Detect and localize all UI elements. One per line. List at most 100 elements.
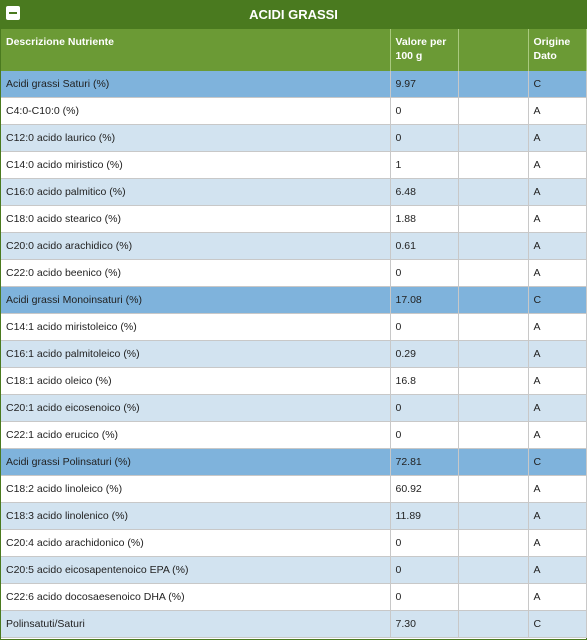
empty-cell [458, 583, 529, 611]
header-value-line2: 100 g [395, 50, 423, 62]
nutrient-name-cell: Acidi grassi Monoinsaturi (%) [1, 286, 391, 314]
nutrient-name-cell: C20:4 acido arachidonico (%) [1, 529, 391, 557]
value-cell: 17.08 [390, 286, 459, 314]
origin-cell: A [528, 340, 587, 368]
table-header-row: Descrizione Nutriente Valore per 100 g Or… [1, 29, 587, 71]
header-origin-line1: Origine [533, 36, 571, 48]
panel-title: ACIDI GRASSI [249, 7, 338, 22]
origin-cell: A [528, 124, 587, 152]
table-row: C20:1 acido eicosenoico (%) 0 A [1, 394, 587, 422]
header-description: Descrizione Nutriente [1, 29, 391, 71]
header-empty [458, 29, 529, 71]
origin-cell: A [528, 313, 587, 341]
table-row: C18:3 acido linolenico (%) 11.89 A [1, 502, 587, 530]
empty-cell [458, 178, 529, 206]
empty-cell [458, 529, 529, 557]
value-cell: 0 [390, 259, 459, 287]
origin-cell: A [528, 151, 587, 179]
nutrient-name-cell: C16:0 acido palmitico (%) [1, 178, 391, 206]
origin-cell: A [528, 394, 587, 422]
value-cell: 72.81 [390, 448, 459, 476]
empty-cell [458, 340, 529, 368]
nutrient-name-cell: Acidi grassi Polinsaturi (%) [1, 448, 391, 476]
empty-cell [458, 97, 529, 125]
empty-cell [458, 394, 529, 422]
origin-cell: A [528, 421, 587, 449]
nutrient-name-cell: C12:0 acido laurico (%) [1, 124, 391, 152]
table-row: Acidi grassi Saturi (%) 9.97 C [1, 71, 587, 98]
empty-cell [458, 71, 529, 98]
value-cell: 7.30 [390, 610, 459, 638]
origin-cell: A [528, 475, 587, 503]
empty-cell [458, 367, 529, 395]
nutrient-name-cell: C16:1 acido palmitoleico (%) [1, 340, 391, 368]
value-cell: 0 [390, 394, 459, 422]
empty-cell [458, 502, 529, 530]
origin-cell: A [528, 502, 587, 530]
table-row: C12:0 acido laurico (%) 0 A [1, 124, 587, 152]
header-value: Valore per 100 g [390, 29, 459, 71]
empty-cell [458, 448, 529, 476]
empty-cell [458, 205, 529, 233]
table-row: C4:0-C10:0 (%) 0 A [1, 97, 587, 125]
header-origin: Origine Dato [528, 29, 587, 71]
value-cell: 0 [390, 97, 459, 125]
table-row: C14:0 acido miristico (%) 1 A [1, 151, 587, 179]
nutrient-name-cell: Acidi grassi Saturi (%) [1, 71, 391, 98]
origin-cell: C [528, 286, 587, 314]
nutrient-name-cell: Polinsatuti/Saturi [1, 610, 391, 638]
header-origin-line2: Dato [533, 50, 557, 62]
table-row: Polinsatuti/Saturi 7.30 C [1, 610, 587, 638]
empty-cell [458, 151, 529, 179]
value-cell: 16.8 [390, 367, 459, 395]
value-cell: 11.89 [390, 502, 459, 530]
nutrient-name-cell: C20:1 acido eicosenoico (%) [1, 394, 391, 422]
origin-cell: A [528, 97, 587, 125]
table-row: C18:0 acido stearico (%) 1.88 A [1, 205, 587, 233]
nutrient-name-cell: C22:6 acido docosaesenoico DHA (%) [1, 583, 391, 611]
nutrient-name-cell: C22:0 acido beenico (%) [1, 259, 391, 287]
table-row: C14:1 acido miristoleico (%) 0 A [1, 313, 587, 341]
origin-cell: A [528, 259, 587, 287]
origin-cell: A [528, 556, 587, 584]
empty-cell [458, 124, 529, 152]
value-cell: 0 [390, 124, 459, 152]
origin-cell: A [528, 205, 587, 233]
empty-cell [458, 421, 529, 449]
value-cell: 60.92 [390, 475, 459, 503]
empty-cell [458, 556, 529, 584]
collapse-toggle-minus-icon[interactable] [6, 6, 20, 20]
table-row: C16:1 acido palmitoleico (%) 0.29 A [1, 340, 587, 368]
value-cell: 0.29 [390, 340, 459, 368]
empty-cell [458, 610, 529, 638]
value-cell: 0 [390, 556, 459, 584]
value-cell: 0.61 [390, 232, 459, 260]
table-row: C16:0 acido palmitico (%) 6.48 A [1, 178, 587, 206]
table-row: C20:5 acido eicosapentenoico EPA (%) 0 A [1, 556, 587, 584]
header-value-line1: Valore per [395, 36, 447, 48]
nutrient-name-cell: C18:3 acido linolenico (%) [1, 502, 391, 530]
table-row: C18:1 acido oleico (%) 16.8 A [1, 367, 587, 395]
table-row: C22:0 acido beenico (%) 0 A [1, 259, 587, 287]
nutrient-name-cell: C14:0 acido miristico (%) [1, 151, 391, 179]
origin-cell: A [528, 583, 587, 611]
table-row: Acidi grassi Polinsaturi (%) 72.81 C [1, 448, 587, 476]
nutrient-name-cell: C14:1 acido miristoleico (%) [1, 313, 391, 341]
nutrient-name-cell: C22:1 acido erucico (%) [1, 421, 391, 449]
value-cell: 0 [390, 583, 459, 611]
origin-cell: C [528, 448, 587, 476]
panel-header: ACIDI GRASSI [1, 0, 586, 29]
empty-cell [458, 313, 529, 341]
value-cell: 0 [390, 313, 459, 341]
value-cell: 9.97 [390, 71, 459, 98]
origin-cell: A [528, 367, 587, 395]
origin-cell: C [528, 610, 587, 638]
empty-cell [458, 475, 529, 503]
nutrient-name-cell: C18:2 acido linoleico (%) [1, 475, 391, 503]
empty-cell [458, 286, 529, 314]
empty-cell [458, 259, 529, 287]
value-cell: 1.88 [390, 205, 459, 233]
origin-cell: A [528, 178, 587, 206]
value-cell: 0 [390, 421, 459, 449]
